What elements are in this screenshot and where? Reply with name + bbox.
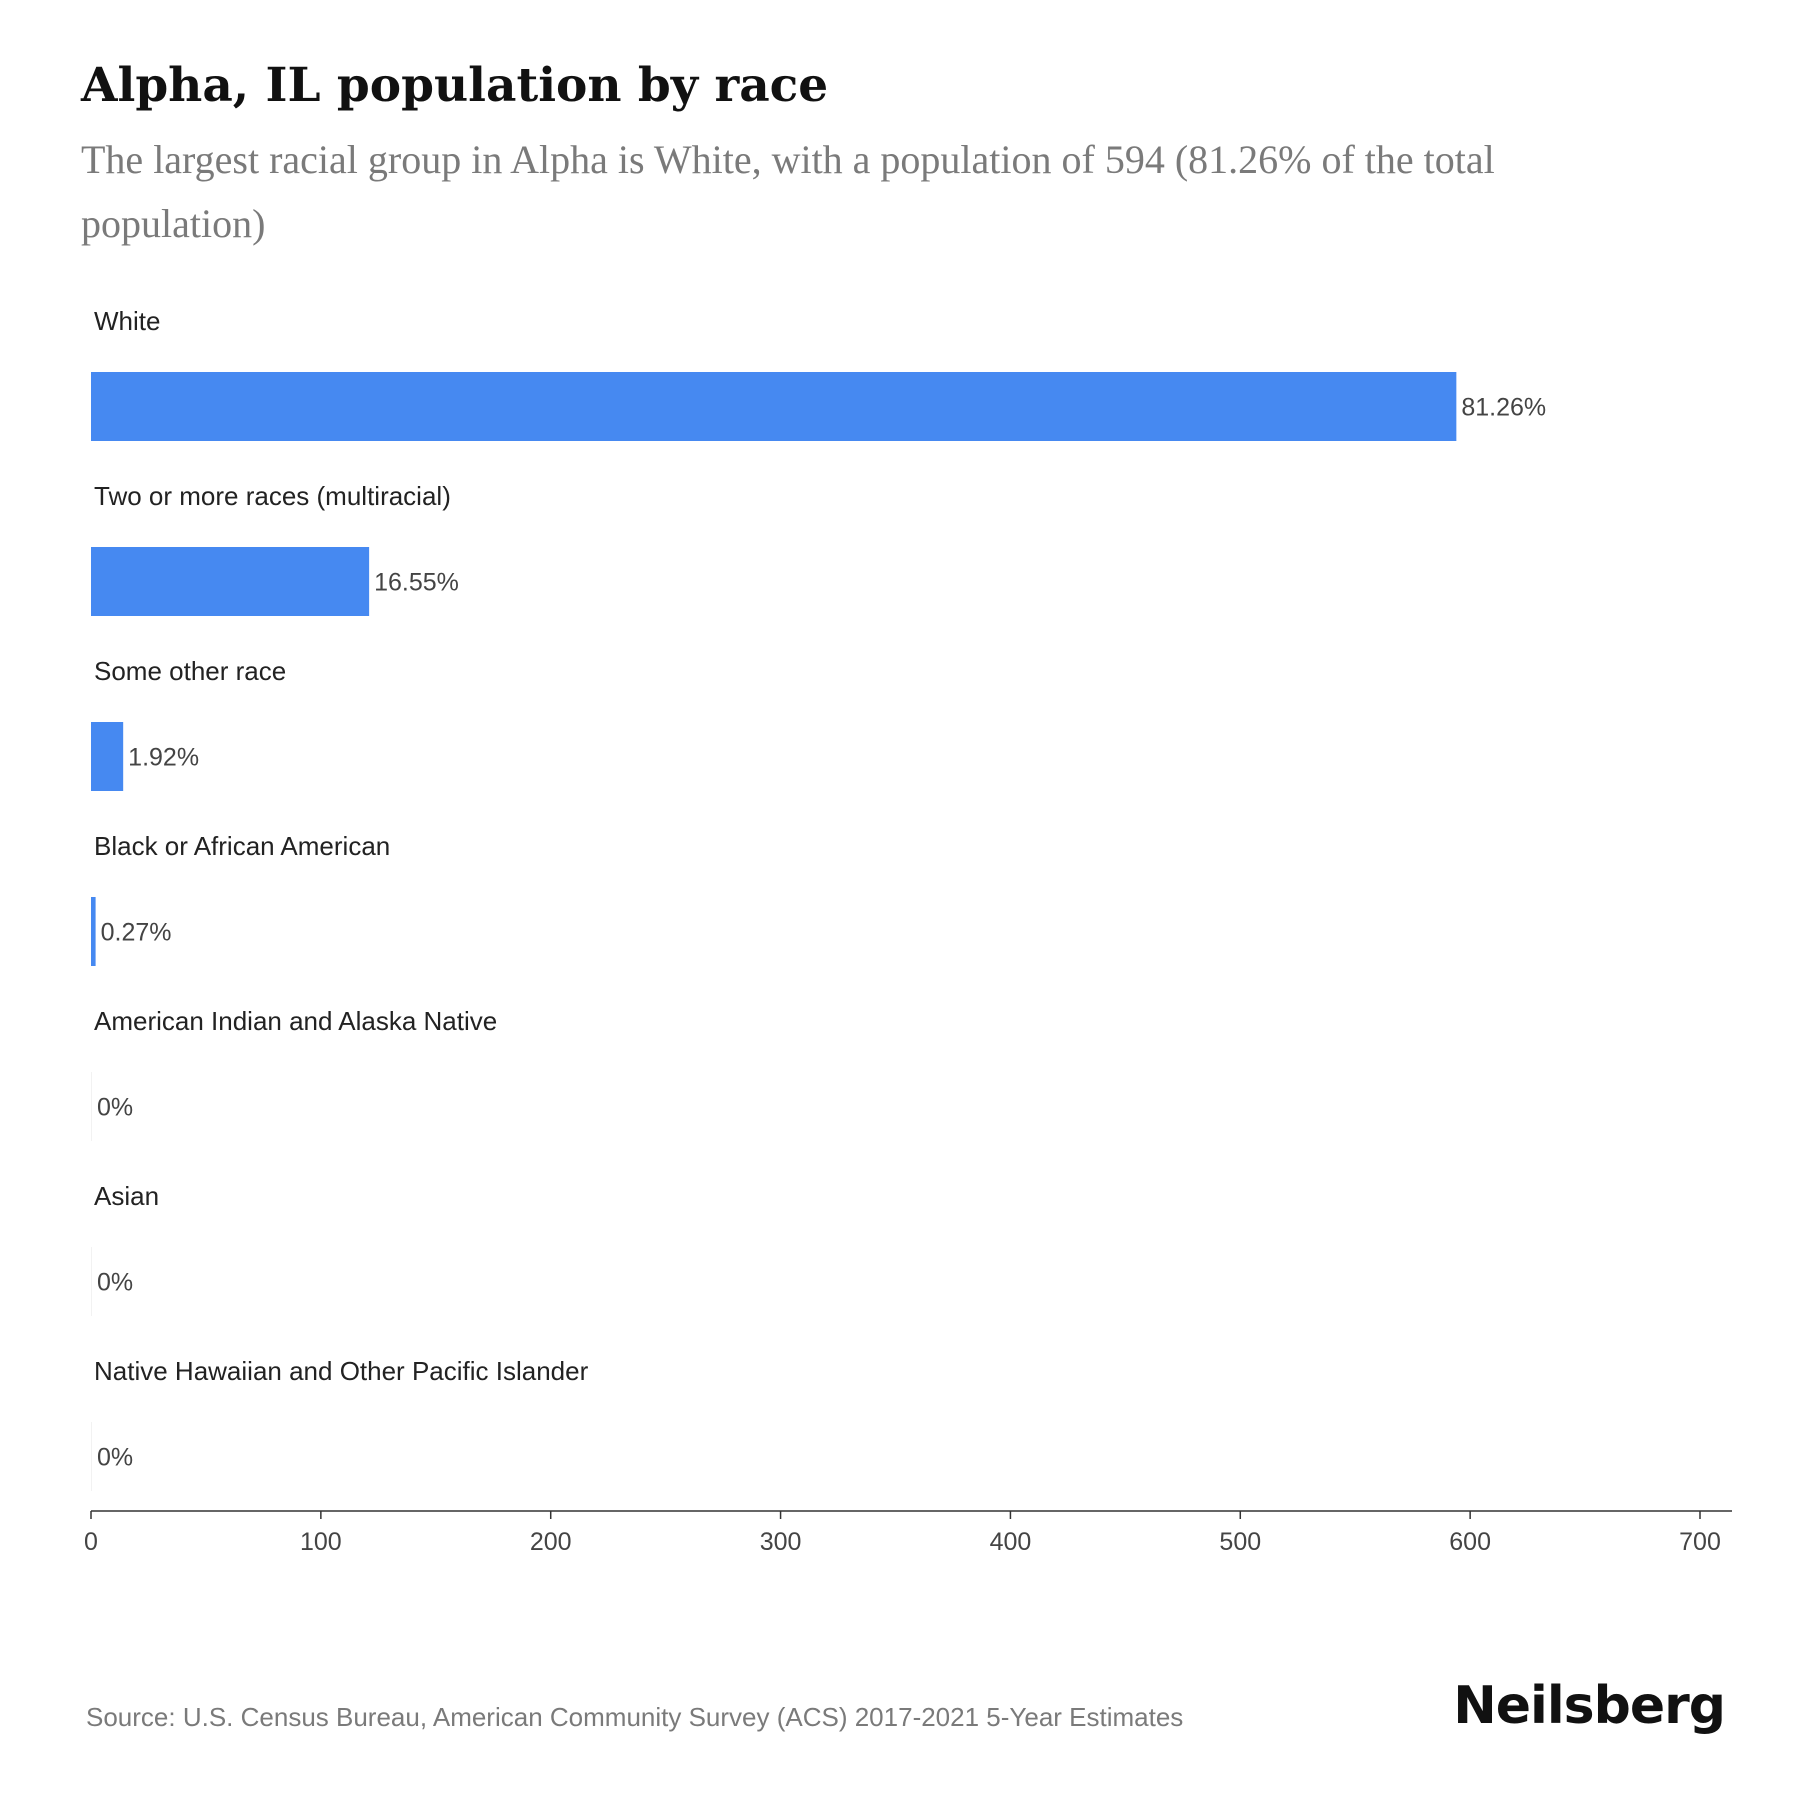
bar [91, 547, 370, 616]
x-tick-label: 700 [1679, 1528, 1721, 1556]
category-label: American Indian and Alaska Native [94, 1006, 497, 1036]
category-label: Asian [94, 1181, 159, 1211]
data-label: 16.55% [374, 569, 459, 597]
data-label: 1.92% [128, 744, 199, 772]
data-label: 0% [97, 1269, 133, 1297]
category-label: Some other race [94, 656, 286, 686]
bar [91, 1072, 92, 1141]
chart-title: Alpha, IL population by race [81, 58, 829, 113]
bar [91, 897, 96, 966]
bar [91, 722, 124, 791]
category-label: Two or more races (multiracial) [94, 481, 451, 511]
bar [91, 1247, 92, 1316]
x-tick-label: 300 [760, 1528, 802, 1556]
bar [91, 1422, 92, 1491]
chart-subtitle: The largest racial group in Alpha is Whi… [81, 137, 1495, 246]
category-label: Native Hawaiian and Other Pacific Island… [94, 1356, 589, 1386]
category-label: Black or African American [94, 831, 390, 861]
data-label: 0% [97, 1094, 133, 1122]
x-tick-label: 0 [84, 1528, 98, 1556]
x-tick-label: 200 [530, 1528, 572, 1556]
x-tick-label: 400 [990, 1528, 1032, 1556]
bars-layer: White 81.26% Two or more races (multiracia… [91, 306, 1546, 1491]
data-label: 81.26% [1461, 394, 1546, 422]
bar [91, 372, 1457, 441]
x-tick-label: 600 [1449, 1528, 1491, 1556]
x-tick-label: 100 [300, 1528, 342, 1556]
data-label: 0.27% [101, 919, 172, 947]
x-axis: 0 100 200 300 400 500 600 700 [84, 1510, 1732, 1556]
data-label: 0% [97, 1444, 133, 1472]
category-label: White [94, 306, 160, 336]
neilsberg-logo: Neilsberg [1453, 1676, 1726, 1736]
bar-chart: White 81.26% Two or more races (multiracia… [84, 306, 1732, 1556]
x-tick-label: 500 [1219, 1528, 1261, 1556]
source-note: Source: U.S. Census Bureau, American Com… [86, 1702, 1184, 1732]
